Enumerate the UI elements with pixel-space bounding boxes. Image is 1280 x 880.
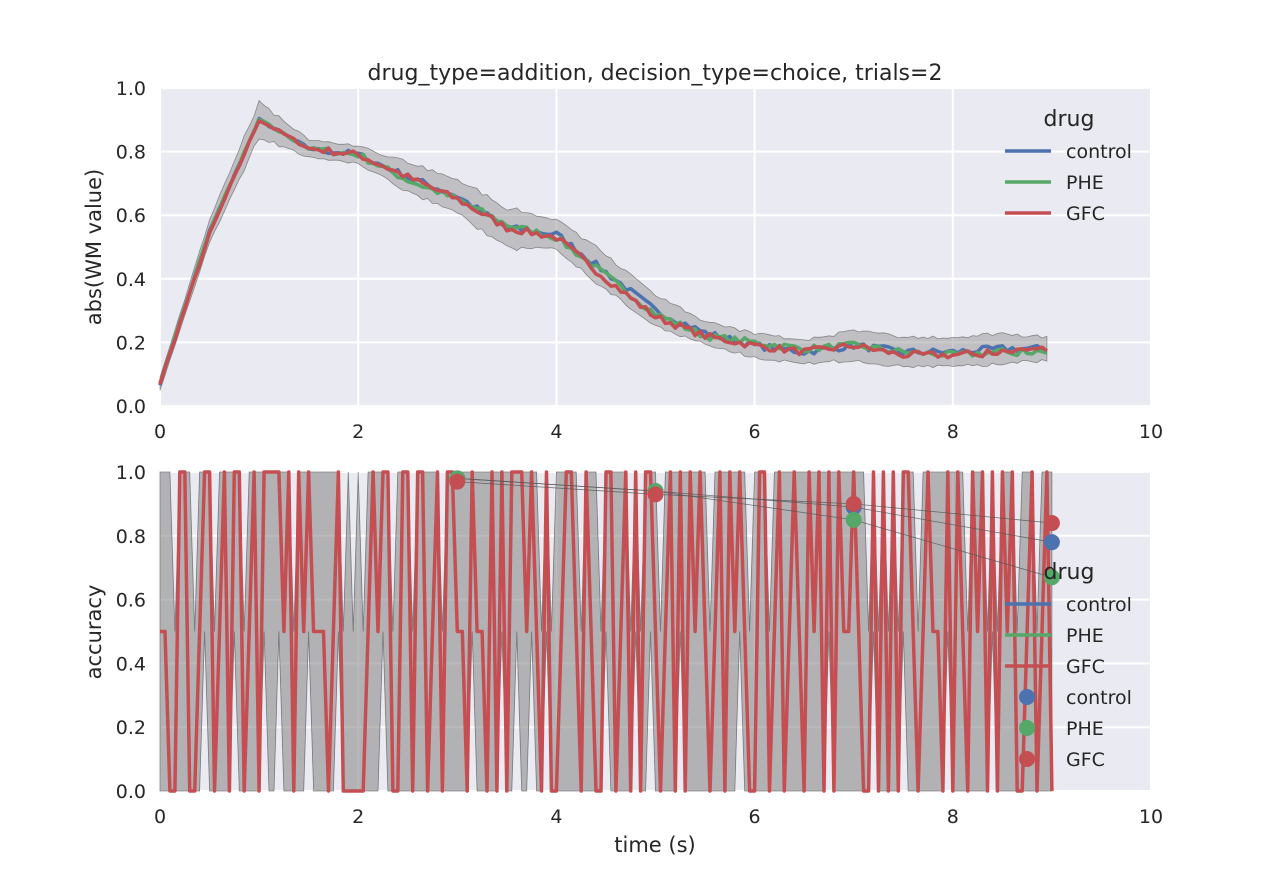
accuracy-point-phe (1043, 569, 1060, 586)
accuracy-y-tick-label: 0.8 (116, 526, 146, 548)
accuracy-point-gfc (449, 473, 466, 490)
accuracy-y-tick-label: 0.4 (116, 653, 146, 675)
wm-y-tick-label: 0.4 (116, 269, 146, 291)
wm-x-tick-label: 4 (550, 421, 562, 443)
wm-x-tick-label: 2 (352, 421, 364, 443)
wm-legend-label-phe: PHE (1066, 172, 1104, 194)
accuracy-legend-label-gfc-line: GFC (1066, 656, 1105, 678)
wm-tick-labels: 0 2 4 6 8 10 0.0 0.2 0.4 0.6 0.8 1.0 (116, 78, 1163, 443)
accuracy-y-axis-label: accuracy (82, 585, 106, 680)
accuracy-legend: drug control PHE GFC control PHE GFC (1005, 560, 1132, 771)
wm-value-axes: 0 2 4 6 8 10 0.0 0.2 0.4 0.6 0.8 1.0 drug_type=addi… (82, 61, 1163, 443)
accuracy-legend-label-control-line: control (1066, 594, 1132, 616)
accuracy-points (449, 470, 1060, 586)
wm-x-tick-label: 8 (947, 421, 959, 443)
accuracy-point-control (1043, 534, 1060, 551)
accuracy-point-phe (845, 511, 862, 528)
accuracy-legend-label-phe-line: PHE (1066, 625, 1104, 647)
accuracy-legend-label-gfc-point: GFC (1066, 749, 1105, 771)
wm-x-tick-label: 6 (749, 421, 761, 443)
accuracy-y-tick-label: 1.0 (116, 462, 146, 484)
accuracy-y-tick-label: 0.2 (116, 717, 146, 739)
wm-y-tick-label: 0.2 (116, 332, 146, 354)
accuracy-point-gfc (647, 486, 664, 503)
wm-band-area (159, 99, 1048, 391)
accuracy-x-tick-label: 10 (1139, 806, 1163, 828)
accuracy-x-axis-label: time (s) (614, 833, 695, 857)
accuracy-legend-label-control-point: control (1066, 687, 1132, 709)
wm-legend-label-control: control (1066, 141, 1132, 163)
accuracy-legend-label-phe-point: PHE (1066, 718, 1104, 740)
wm-x-tick-label: 0 (154, 421, 166, 443)
accuracy-point-connector-gfc (457, 481, 1052, 524)
accuracy-x-tick-label: 2 (352, 806, 364, 828)
wm-legend-label-gfc: GFC (1066, 203, 1105, 225)
accuracy-legend-marker-phe (1019, 720, 1035, 736)
accuracy-legend-marker-control (1019, 689, 1035, 705)
accuracy-series-lines (160, 470, 1054, 793)
accuracy-axes: 0 2 4 6 8 10 0.0 0.2 0.4 0.6 0.8 1.0 time (s) accur… (82, 462, 1163, 857)
accuracy-point-connector-phe (457, 478, 1053, 578)
wm-y-tick-label: 0.8 (116, 142, 146, 164)
wm-x-tick-label: 10 (1139, 421, 1163, 443)
wm-confidence-band (159, 99, 1048, 391)
wm-series-lines (158, 116, 1048, 386)
wm-y-axis-label: abs(WM value) (82, 169, 106, 325)
wm-y-tick-label: 0.6 (116, 205, 146, 227)
accuracy-line-gfc (160, 470, 1054, 793)
accuracy-x-tick-label: 6 (749, 806, 761, 828)
wm-y-tick-label: 1.0 (116, 78, 146, 100)
wm-line-gfc (158, 119, 1048, 385)
accuracy-y-tick-label: 0.0 (116, 781, 146, 803)
accuracy-x-tick-label: 4 (550, 806, 562, 828)
wm-legend: drug control PHE GFC (1005, 107, 1132, 225)
accuracy-x-tick-label: 0 (154, 806, 166, 828)
wm-y-tick-label: 0.0 (116, 396, 146, 418)
accuracy-point-gfc (845, 495, 862, 512)
wm-chart-title: drug_type=addition, decision_type=choice… (368, 61, 943, 86)
accuracy-legend-title: drug (1044, 560, 1095, 585)
accuracy-point-gfc (1043, 515, 1060, 532)
wm-legend-title: drug (1044, 107, 1095, 132)
accuracy-legend-marker-gfc (1019, 751, 1035, 767)
accuracy-x-tick-label: 8 (947, 806, 959, 828)
accuracy-tick-labels: 0 2 4 6 8 10 0.0 0.2 0.4 0.6 0.8 1.0 (116, 462, 1163, 828)
accuracy-y-tick-label: 0.6 (116, 590, 146, 612)
